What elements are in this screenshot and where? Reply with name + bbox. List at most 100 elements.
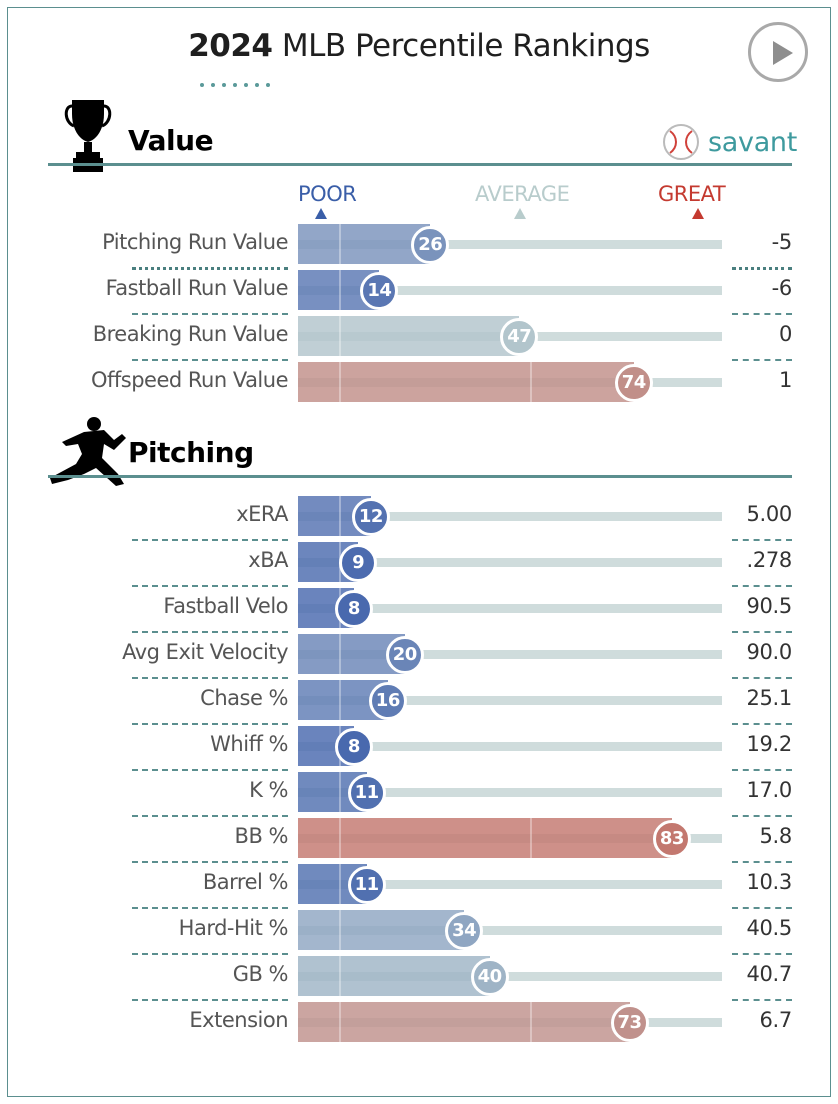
percentile-track bbox=[298, 650, 722, 659]
percentile-marker[interactable]: 8 bbox=[334, 590, 373, 628]
percentile-marker[interactable]: 8 bbox=[334, 728, 373, 766]
percentile-row[interactable]: Extension 73 6.7 bbox=[0, 1002, 838, 1048]
percentile-marker[interactable]: 26 bbox=[411, 226, 450, 264]
row-separator bbox=[732, 861, 792, 863]
percentile-bar bbox=[298, 818, 672, 858]
percentile-track bbox=[298, 558, 722, 567]
bar-gridline bbox=[339, 772, 342, 812]
percentile-track bbox=[298, 240, 722, 249]
stat-value: 19.2 bbox=[746, 732, 792, 756]
percentile-marker[interactable]: 74 bbox=[614, 364, 653, 402]
percentile-marker[interactable]: 11 bbox=[347, 866, 386, 904]
row-label: Whiff % bbox=[210, 732, 288, 756]
bar-gridline bbox=[530, 362, 532, 402]
percentile-row[interactable]: GB % 40 40.7 bbox=[0, 956, 838, 1002]
stat-value: -6 bbox=[771, 276, 793, 300]
percentile-row[interactable]: Pitching Run Value 26 -5 bbox=[0, 224, 838, 270]
row-separator bbox=[732, 267, 792, 270]
row-separator bbox=[132, 267, 288, 270]
row-separator bbox=[132, 313, 288, 315]
percentile-track bbox=[298, 788, 722, 797]
stat-value: -5 bbox=[771, 230, 793, 254]
percentile-row[interactable]: xBA 9 .278 bbox=[0, 542, 838, 588]
percentile-marker[interactable]: 9 bbox=[339, 544, 378, 582]
percentile-track bbox=[298, 604, 722, 613]
row-separator bbox=[132, 953, 288, 955]
percentile-row[interactable]: Avg Exit Velocity 20 90.0 bbox=[0, 634, 838, 680]
percentile-bar bbox=[298, 1002, 630, 1042]
percentile-marker[interactable]: 83 bbox=[652, 820, 691, 858]
bar-gridline bbox=[339, 496, 342, 536]
row-separator bbox=[132, 999, 288, 1001]
savant-logo[interactable]: savant bbox=[662, 120, 797, 164]
percentile-marker[interactable]: 47 bbox=[500, 318, 539, 356]
percentile-marker[interactable]: 16 bbox=[368, 682, 407, 720]
row-label: Chase % bbox=[200, 686, 288, 710]
section-divider-value bbox=[48, 163, 792, 166]
bar-gridline bbox=[339, 910, 342, 950]
percentile-bar bbox=[298, 910, 465, 950]
row-label: Fastball Velo bbox=[163, 594, 288, 618]
row-label: xBA bbox=[248, 548, 288, 572]
section-divider-pitching bbox=[48, 475, 792, 478]
title-rest: MLB Percentile Rankings bbox=[272, 28, 651, 64]
scale-great-arrow bbox=[692, 208, 704, 219]
row-separator bbox=[132, 769, 288, 771]
percentile-row[interactable]: Offspeed Run Value 74 1 bbox=[0, 362, 838, 408]
page-title: 2024 MLB Percentile Rankings bbox=[0, 28, 838, 64]
percentile-row[interactable]: Fastball Velo 8 90.5 bbox=[0, 588, 838, 634]
percentile-track bbox=[298, 286, 722, 295]
percentile-row[interactable]: Breaking Run Value 47 0 bbox=[0, 316, 838, 362]
percentile-row[interactable]: Chase % 16 25.1 bbox=[0, 680, 838, 726]
scale-average-label: AVERAGE bbox=[475, 182, 570, 206]
stat-value: 1 bbox=[778, 368, 792, 392]
bar-gridline bbox=[530, 1002, 532, 1042]
percentile-track bbox=[298, 742, 722, 751]
percentile-row[interactable]: K % 11 17.0 bbox=[0, 772, 838, 818]
percentile-marker[interactable]: 14 bbox=[360, 272, 399, 310]
section-title-value: Value bbox=[128, 124, 214, 157]
row-label: xERA bbox=[236, 502, 288, 526]
row-separator bbox=[732, 953, 792, 955]
stat-value: 25.1 bbox=[746, 686, 792, 710]
stat-value: 0 bbox=[778, 322, 792, 346]
stat-value: 6.7 bbox=[759, 1008, 793, 1032]
row-separator bbox=[132, 585, 288, 587]
row-label: Breaking Run Value bbox=[92, 322, 289, 346]
row-separator bbox=[732, 769, 792, 771]
percentile-marker[interactable]: 73 bbox=[610, 1004, 649, 1042]
bar-gridline bbox=[339, 680, 342, 720]
percentile-marker[interactable]: 11 bbox=[347, 774, 386, 812]
row-separator bbox=[132, 539, 288, 541]
title-dots bbox=[200, 74, 278, 87]
bar-gridline bbox=[339, 362, 342, 402]
row-separator bbox=[732, 815, 792, 817]
scale-great-label: GREAT bbox=[658, 182, 726, 206]
percentile-marker[interactable]: 40 bbox=[470, 958, 509, 996]
percentile-marker[interactable]: 12 bbox=[351, 498, 390, 536]
stat-value: 17.0 bbox=[746, 778, 792, 802]
bar-gridline bbox=[339, 634, 342, 674]
percentile-bar bbox=[298, 224, 431, 264]
percentile-row[interactable]: Hard-Hit % 34 40.5 bbox=[0, 910, 838, 956]
percentile-marker[interactable]: 34 bbox=[445, 912, 484, 950]
row-separator bbox=[732, 359, 792, 361]
percentile-row[interactable]: Barrel % 11 10.3 bbox=[0, 864, 838, 910]
percentile-track bbox=[298, 512, 722, 521]
title-year: 2024 bbox=[188, 28, 273, 64]
row-label: Extension bbox=[189, 1008, 288, 1032]
percentile-row[interactable]: Whiff % 8 19.2 bbox=[0, 726, 838, 772]
row-separator bbox=[732, 631, 792, 633]
row-label: BB % bbox=[234, 824, 289, 848]
pitcher-icon bbox=[50, 417, 126, 486]
percentile-marker[interactable]: 20 bbox=[385, 636, 424, 674]
bar-gridline bbox=[339, 224, 342, 264]
percentile-row[interactable]: xERA 12 5.00 bbox=[0, 496, 838, 542]
percentile-row[interactable]: BB % 83 5.8 bbox=[0, 818, 838, 864]
row-separator bbox=[132, 631, 288, 633]
row-separator bbox=[132, 861, 288, 863]
row-label: K % bbox=[249, 778, 288, 802]
play-button[interactable] bbox=[748, 22, 808, 82]
percentile-row[interactable]: Fastball Run Value 14 -6 bbox=[0, 270, 838, 316]
baseball-icon bbox=[663, 124, 699, 160]
